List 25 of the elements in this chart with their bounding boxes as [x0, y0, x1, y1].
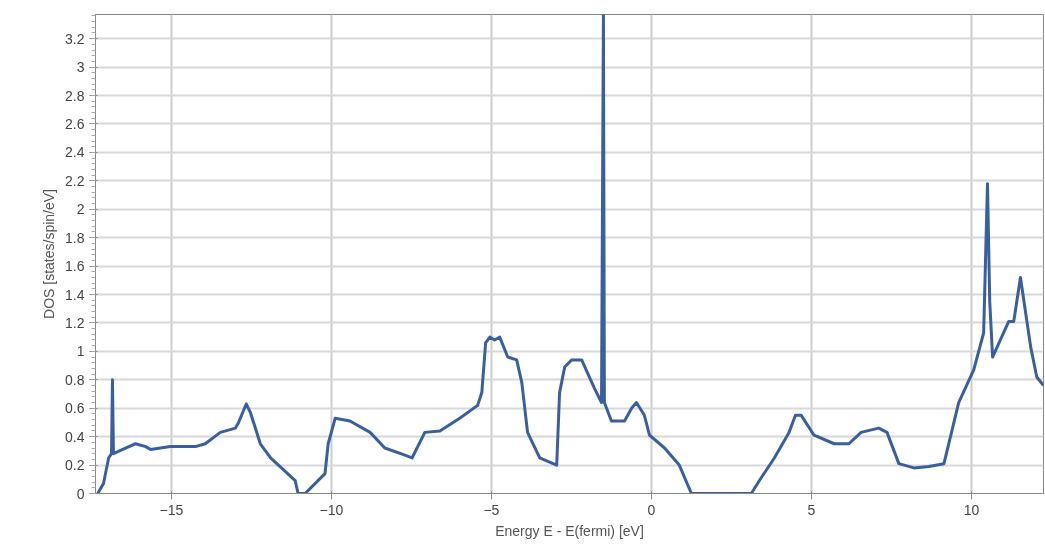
y-tick-label: 3: [76, 59, 85, 76]
x-tick-label: 5: [807, 501, 816, 518]
y-tick-label: 1.4: [65, 286, 85, 303]
y-tick-label: 1.6: [65, 258, 85, 275]
y-tick-label: 1: [76, 343, 85, 360]
y-tick-label: 2.2: [65, 172, 85, 189]
x-tick-label: −10: [319, 501, 344, 518]
y-tick-label: 0.8: [65, 371, 85, 388]
x-tick-label: −15: [159, 501, 184, 518]
y-tick-label: 0.2: [65, 457, 85, 474]
y-tick-label: 2.6: [65, 115, 85, 132]
x-tick-label: −5: [483, 501, 500, 518]
y-tick-label: 0: [76, 485, 85, 502]
x-tick-label: 0: [647, 501, 656, 518]
y-axis-title: DOS [states/spin/eV]: [41, 189, 58, 319]
y-tick-label: 1.2: [65, 314, 85, 331]
y-tick-label: 0.6: [65, 400, 85, 417]
y-tick-label: 2: [76, 201, 85, 218]
x-axis-title: Energy E - E(fermi) [eV]: [495, 522, 644, 539]
y-tick-label: 3.2: [65, 30, 85, 47]
y-tick-label: 0.4: [65, 428, 85, 445]
y-tick-label: 2.8: [65, 87, 85, 104]
y-tick-label: 1.8: [65, 229, 85, 246]
y-tick-label: 2.4: [65, 144, 85, 161]
x-tick-label: 10: [963, 501, 980, 518]
